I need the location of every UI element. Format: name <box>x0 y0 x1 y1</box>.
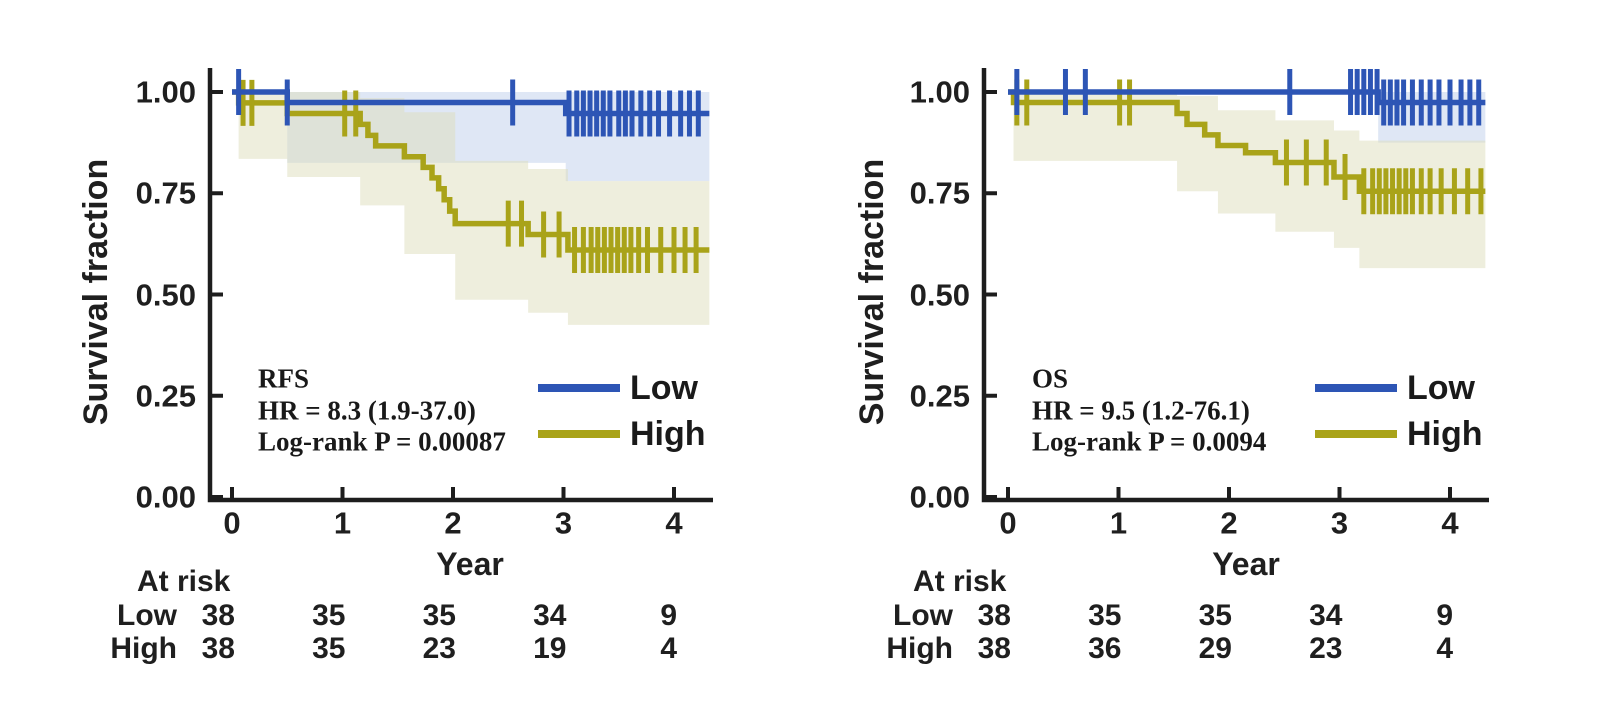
y-axis-title: Survival fraction <box>853 158 891 426</box>
at-risk-header: At risk <box>137 565 231 598</box>
y-tick-label: 0.00 <box>135 479 196 515</box>
legend-label-low: Low <box>1407 369 1475 407</box>
panel-title: RFS <box>258 363 310 394</box>
legend-label-high: High <box>630 415 706 453</box>
hazard-ratio-text: HR = 8.3 (1.9-37.0) <box>258 395 476 426</box>
panel-title: OS <box>1032 363 1069 394</box>
x-axis-title: Year <box>1212 546 1280 582</box>
x-tick-label: 2 <box>444 505 462 541</box>
at-risk-row-label: Low <box>117 599 177 632</box>
y-tick-label: 0.75 <box>909 175 970 211</box>
x-tick-label: 0 <box>999 505 1017 541</box>
y-tick-label: 0.00 <box>909 479 970 515</box>
y-tick-label: 1.00 <box>135 74 196 110</box>
at-risk-count: 9 <box>1436 599 1453 632</box>
at-risk-count: 34 <box>1309 599 1343 632</box>
x-tick-label: 1 <box>1109 505 1128 541</box>
at-risk-count: 35 <box>1088 599 1122 632</box>
at-risk-count: 4 <box>660 632 677 665</box>
at-risk-count: 23 <box>1309 632 1343 665</box>
at-risk-count: 34 <box>533 599 567 632</box>
survival-curve-high <box>232 89 710 253</box>
at-risk-count: 36 <box>1088 632 1122 665</box>
survival-curve-high <box>1008 89 1486 194</box>
at-risk-row-label: High <box>110 632 177 665</box>
at-risk-count: 35 <box>1198 599 1232 632</box>
x-axis-title: Year <box>436 546 504 582</box>
axis-spine <box>207 68 713 503</box>
y-tick-label: 0.75 <box>135 175 196 211</box>
at-risk-count: 38 <box>977 599 1011 632</box>
legend-label-low: Low <box>630 369 698 407</box>
y-tick-label: 0.50 <box>135 277 196 312</box>
at-risk-row-label: Low <box>893 599 953 632</box>
logrank-p-text: Log-rank P = 0.0094 <box>1032 426 1267 457</box>
x-tick-label: 3 <box>554 505 573 541</box>
x-tick-label: 2 <box>1220 505 1238 541</box>
at-risk-count: 35 <box>422 599 456 632</box>
at-risk-count: 38 <box>201 599 235 632</box>
at-risk-row-label: High <box>886 632 953 665</box>
y-tick-label: 1.00 <box>909 74 970 110</box>
axis-spine <box>981 68 1489 503</box>
at-risk-count: 29 <box>1198 632 1232 665</box>
at-risk-count: 4 <box>1436 632 1453 665</box>
y-axis-title: Survival fraction <box>77 158 115 426</box>
at-risk-count: 38 <box>977 632 1011 665</box>
at-risk-count: 23 <box>422 632 456 665</box>
x-tick-label: 4 <box>1441 505 1459 541</box>
at-risk-count: 19 <box>533 632 567 665</box>
logrank-p-text: Log-rank P = 0.00087 <box>258 426 506 457</box>
at-risk-header: At risk <box>913 565 1007 598</box>
at-risk-count: 9 <box>660 599 677 632</box>
at-risk-count: 35 <box>312 632 346 665</box>
x-tick-label: 0 <box>223 505 241 541</box>
y-tick-label: 0.25 <box>909 378 970 414</box>
hazard-ratio-text: HR = 9.5 (1.2-76.1) <box>1032 395 1250 426</box>
at-risk-count: 35 <box>312 599 346 632</box>
x-tick-label: 1 <box>333 505 352 541</box>
y-tick-label: 0.25 <box>135 378 196 414</box>
legend-label-high: High <box>1407 415 1483 453</box>
confidence-band-high <box>1013 92 1486 269</box>
y-tick-label: 0.50 <box>909 277 970 312</box>
x-tick-label: 4 <box>665 505 683 541</box>
at-risk-count: 38 <box>201 632 235 665</box>
x-tick-label: 3 <box>1330 505 1349 541</box>
